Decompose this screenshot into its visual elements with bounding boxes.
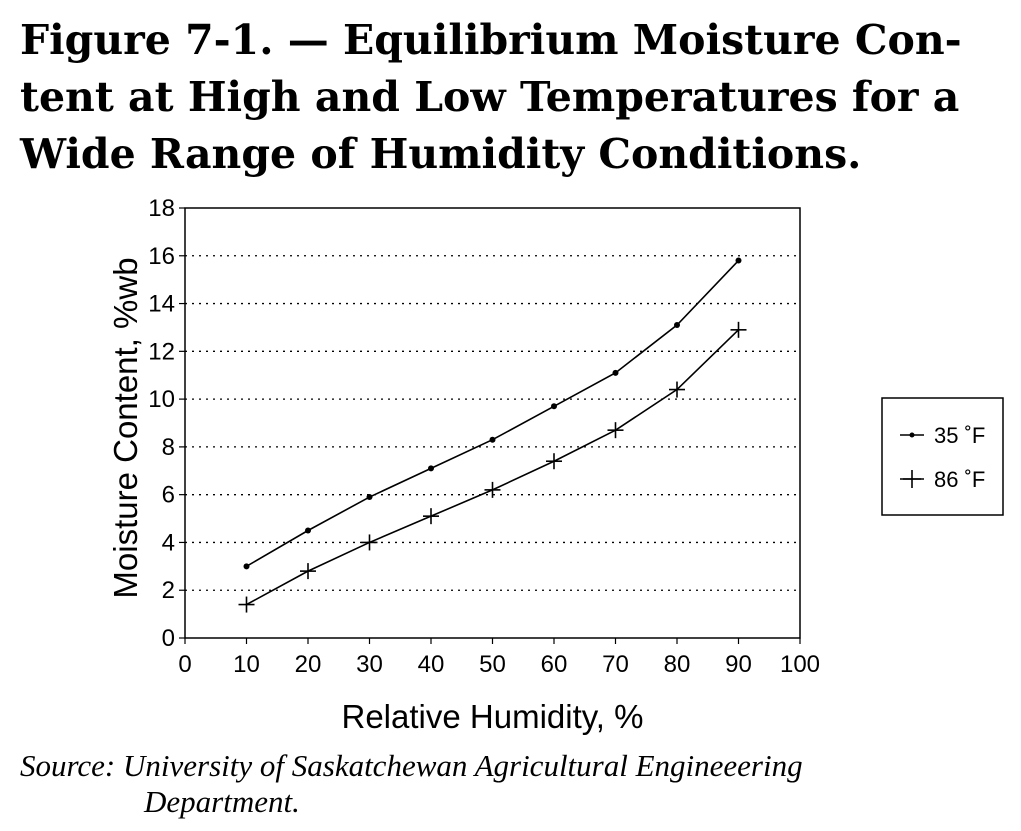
x-tick-label: 30	[356, 651, 383, 678]
x-tick-label: 20	[295, 651, 322, 678]
y-tick-label: 16	[148, 243, 175, 270]
point-marker-86f	[669, 381, 685, 398]
point-marker-35f	[489, 436, 496, 443]
y-tick-label: 4	[162, 529, 175, 556]
source-note: Source: University of Saskatchewan Agric…	[20, 748, 803, 820]
x-tick-label: 0	[178, 651, 191, 678]
point-marker-35f	[305, 527, 311, 534]
y-tick-label: 8	[162, 434, 175, 461]
point-marker-35f	[551, 403, 557, 410]
y-axis-label: Moisture Content, %wb	[107, 257, 144, 598]
x-tick-label: 70	[602, 651, 629, 678]
x-tick-label: 90	[725, 651, 752, 678]
y-tick-label: 14	[148, 291, 175, 318]
figure-title-line: Wide Range of Humidity Conditions.	[20, 130, 862, 178]
y-tick-label: 2	[162, 577, 175, 604]
series-lines	[238, 257, 747, 613]
point-marker-86f	[423, 508, 439, 525]
point-marker-86f	[903, 470, 921, 488]
series-86f	[238, 321, 747, 613]
point-marker-86f	[484, 481, 501, 498]
x-tick-label: 40	[418, 651, 445, 678]
figure-title-line: Figure 7-1. — Equilibrium Moisture Con-	[20, 16, 962, 64]
point-marker-86f	[607, 422, 624, 439]
plot-frame	[184, 207, 801, 639]
x-axis-label: Relative Humidity, %	[342, 698, 644, 735]
legend-label: 86 ˚F	[934, 467, 985, 492]
x-tick-label: 80	[664, 651, 691, 678]
series-line	[246, 260, 740, 568]
series-line	[246, 329, 740, 606]
legend-box	[881, 397, 1004, 516]
x-tick-label: 60	[541, 651, 568, 678]
y-tick-label: 0	[162, 625, 175, 652]
legend-entry: 86 ˚F	[900, 467, 985, 492]
point-marker-35f	[612, 369, 619, 376]
source-line: Department.	[144, 784, 300, 819]
legend: 35 ˚F 86 ˚F	[881, 397, 1004, 516]
figure-title: Figure 7-1. — Equilibrium Moisture Con- …	[20, 12, 1010, 183]
source-line: Source: University of Saskatchewan Agric…	[20, 748, 803, 783]
y-tick-label: 12	[148, 338, 175, 365]
point-marker-35f	[674, 322, 680, 329]
x-tick-label: 100	[780, 651, 820, 678]
point-marker-86f	[730, 321, 747, 338]
y-tick-label: 10	[148, 386, 175, 413]
legend-entry: 35 ˚F	[900, 423, 985, 448]
point-marker-35f	[428, 465, 434, 472]
x-tick-label: 50	[479, 651, 506, 678]
point-marker-35f	[909, 432, 915, 438]
series-35f	[243, 257, 742, 570]
figure-title-line: tent at High and Low Temperatures for a	[20, 73, 960, 121]
legend-entries: 35 ˚F 86 ˚F	[900, 423, 985, 492]
point-marker-35f	[366, 494, 373, 501]
x-tick-label: 10	[233, 651, 260, 678]
point-marker-86f	[546, 453, 562, 470]
grid-lines	[185, 255, 800, 591]
point-marker-35f	[243, 563, 250, 570]
legend-label: 35 ˚F	[934, 423, 985, 448]
point-marker-86f	[361, 534, 378, 551]
point-marker-86f	[238, 596, 255, 613]
point-marker-35f	[735, 257, 742, 264]
axis-ticks: 0 2 4 6 8 10 12 14 16 18 0 10 20 30 40 50 60 70 80 90 100	[148, 195, 820, 678]
y-tick-label: 18	[148, 195, 175, 222]
y-tick-label: 6	[162, 482, 175, 509]
point-marker-86f	[300, 563, 316, 580]
